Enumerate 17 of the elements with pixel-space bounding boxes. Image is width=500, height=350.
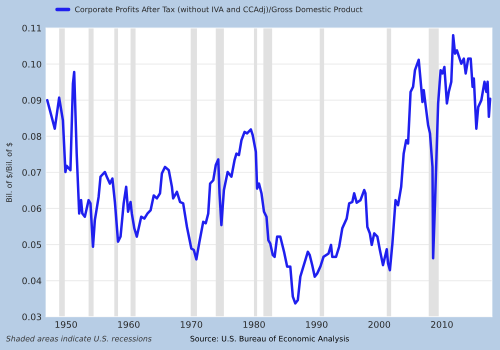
y-tick-label: 0.04 xyxy=(22,277,42,284)
y-tick-label: 0.05 xyxy=(22,241,42,248)
y-tick-label: 0.06 xyxy=(22,205,42,212)
x-tick-label: 1960 xyxy=(118,321,140,328)
x-tick-label: 2010 xyxy=(431,321,453,328)
y-tick-label: 0.08 xyxy=(22,133,42,140)
x-tick-label: 2000 xyxy=(368,321,390,328)
x-tick-label: 1970 xyxy=(180,321,202,328)
y-tick-label: 0.07 xyxy=(22,169,42,176)
x-tick-label: 1990 xyxy=(306,321,328,328)
x-tick-label: 1980 xyxy=(243,321,265,328)
y-tick-label: 0.09 xyxy=(22,96,42,104)
y-tick-label: 0.11 xyxy=(22,24,41,32)
y-tick-label: 0.03 xyxy=(22,313,42,320)
x-tick-label: 1950 xyxy=(56,321,77,328)
line-series xyxy=(46,34,492,305)
y-tick-label: 0.10 xyxy=(22,60,42,68)
